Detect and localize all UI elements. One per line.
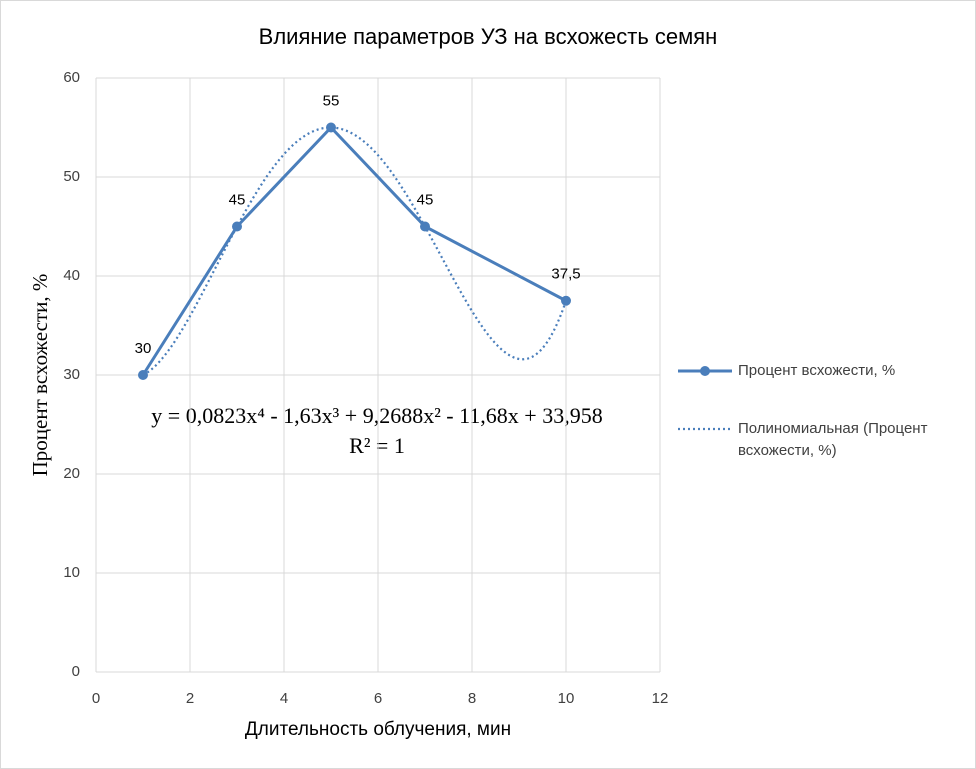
x-tick-label: 6 (374, 690, 382, 707)
trendline (142, 126, 568, 376)
legend-marker (700, 366, 710, 376)
y-tick-label: 20 (63, 465, 80, 482)
y-tick-label: 60 (63, 69, 80, 86)
x-tick-label: 0 (92, 690, 100, 707)
legend-label: Процент всхожести, % (738, 362, 895, 379)
data-point (561, 295, 571, 306)
y-tick-label: 0 (72, 663, 80, 680)
data-point (420, 221, 430, 232)
legend-label-line: всхожести, %) (738, 442, 837, 459)
y-tick-label: 50 (63, 168, 80, 185)
x-tick-label: 10 (558, 690, 575, 707)
data-point (138, 370, 148, 380)
data-label: 45 (229, 191, 246, 208)
x-tick-label: 2 (186, 690, 194, 707)
data-label: 37,5 (551, 266, 580, 283)
x-tick-label: 12 (652, 690, 669, 707)
data-label: 55 (323, 92, 340, 109)
y-tick-label: 40 (63, 267, 80, 284)
legend-label: Полиномиальная (Процент всхожести, %) (738, 420, 928, 459)
data-point (326, 122, 336, 133)
legend-label-line: Полиномиальная (Процент (738, 420, 928, 437)
data-label: 30 (135, 340, 152, 357)
x-tick-label: 8 (468, 690, 476, 707)
data-point (232, 221, 242, 232)
trendline-equation: y = 0,0823x⁴ - 1,63x³ + 9,2688x² - 11,68… (151, 403, 602, 428)
trendline-r2: R² = 1 (349, 433, 405, 458)
x-axis-title: Длительность облучения, мин (245, 719, 511, 740)
x-tick-label: 4 (280, 690, 288, 707)
y-tick-label: 30 (63, 366, 80, 383)
y-tick-label: 10 (63, 564, 80, 581)
y-axis-title: Процент всхожести, % (28, 274, 52, 477)
chart-title: Влияние параметров УЗ на всхожесть семян (259, 24, 718, 49)
data-label: 45 (417, 191, 434, 208)
